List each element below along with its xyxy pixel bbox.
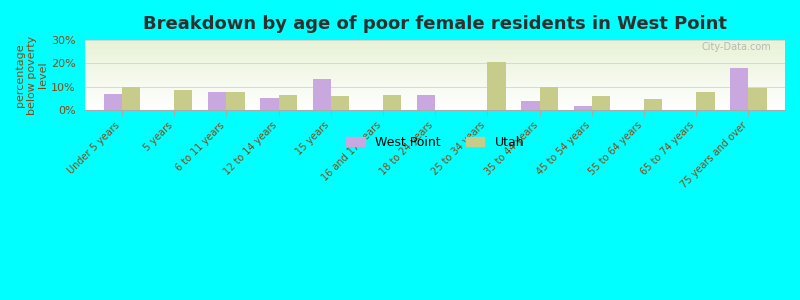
Bar [383, 95, 402, 110]
Bar [592, 96, 610, 110]
Bar [331, 96, 349, 110]
Bar [417, 95, 435, 110]
Bar [122, 87, 140, 110]
Bar [383, 95, 402, 110]
Bar [104, 94, 122, 110]
Bar [104, 94, 122, 110]
Bar [260, 98, 278, 110]
Bar [278, 95, 297, 110]
Bar [208, 92, 226, 110]
Bar [644, 100, 662, 110]
Bar [522, 100, 540, 110]
Bar [278, 95, 297, 110]
Bar [730, 68, 749, 110]
Bar [592, 96, 610, 110]
Bar [208, 92, 226, 110]
Bar [226, 92, 245, 110]
Y-axis label: percentage
below poverty
level: percentage below poverty level [15, 35, 48, 115]
Bar [174, 90, 193, 110]
Bar [540, 87, 558, 110]
Bar [730, 68, 749, 110]
Bar [417, 95, 435, 110]
Bar [749, 88, 766, 110]
Bar [644, 100, 662, 110]
Bar [574, 106, 592, 110]
Bar [522, 100, 540, 110]
Bar [574, 106, 592, 110]
Bar [749, 88, 766, 110]
Text: City-Data.com: City-Data.com [702, 42, 771, 52]
Bar [696, 92, 714, 110]
Legend: West Point, Utah: West Point, Utah [342, 131, 529, 154]
Bar [313, 79, 331, 110]
Bar [313, 79, 331, 110]
Title: Breakdown by age of poor female residents in West Point: Breakdown by age of poor female resident… [143, 15, 727, 33]
Bar [696, 92, 714, 110]
Bar [331, 96, 349, 110]
Bar [122, 87, 140, 110]
Bar [487, 62, 506, 110]
Bar [260, 98, 278, 110]
Bar [174, 90, 193, 110]
Bar [487, 62, 506, 110]
Bar [540, 87, 558, 110]
Bar [226, 92, 245, 110]
